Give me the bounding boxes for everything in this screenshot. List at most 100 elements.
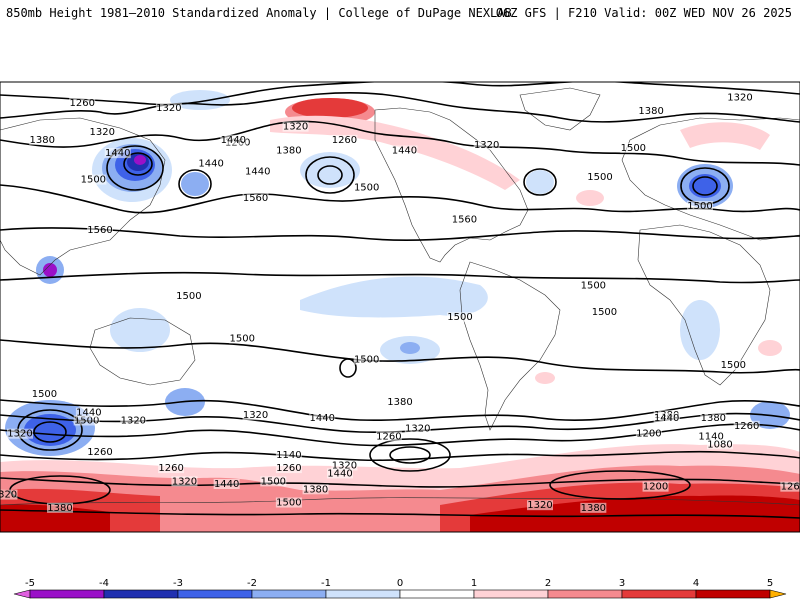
contour-label: 1440 (105, 148, 130, 159)
contour-label: 1380 (29, 135, 54, 146)
contour-small-south-pacific (339, 358, 357, 378)
contour-label-bg (242, 193, 269, 204)
contour-siberia-low (106, 145, 164, 191)
contour-label-bg (260, 476, 287, 487)
contour-label-bg (87, 224, 113, 235)
colorbar-bin (547, 589, 623, 599)
contour-label-bg (638, 105, 665, 116)
contour-label-bg (47, 502, 73, 513)
contour-label: 1440 (245, 167, 270, 178)
colorbar-bin (399, 589, 475, 599)
contour-label-bg (198, 158, 225, 169)
colorbar-tick-label: -1 (321, 578, 331, 589)
colorbar-tick-label: 1 (471, 578, 477, 589)
contour-north-pacific-low (305, 156, 355, 194)
colorbar-tick-label: 2 (545, 578, 551, 589)
contour-label-bg (302, 484, 329, 495)
contour-label: 1440 (309, 413, 334, 424)
contour-1440-south (0, 399, 800, 422)
contour-label-bg (331, 460, 358, 471)
contour-ross-high (549, 470, 691, 500)
contour-europe-low-inner (692, 176, 718, 196)
colorbar-bin (103, 589, 179, 599)
contour-1500-south (0, 339, 800, 374)
contour-label: 1440 (327, 468, 352, 479)
contour-label-bg (642, 481, 669, 492)
contour-label-bg (700, 412, 727, 423)
contour-label-bg (391, 145, 418, 156)
contour-label: 1500 (229, 333, 254, 344)
contour-label: 1500 (176, 291, 201, 302)
contour-1440-north (0, 120, 800, 166)
contour-label: 1320 (243, 410, 268, 421)
anomaly-south-atl-low-core (400, 342, 420, 354)
contour-label-bg (698, 431, 725, 442)
colorbar-tick-label: 4 (693, 578, 699, 589)
contour-label: 1320 (121, 415, 146, 426)
contour-label: 1260 (332, 135, 357, 146)
australia-outline (89, 317, 196, 386)
contour-label-bg (87, 447, 113, 458)
contour-label: 1260 (158, 463, 183, 474)
contour-label-bg (213, 479, 240, 489)
contour-north-pacific-low-inner (317, 165, 343, 185)
contour-pacific-low (178, 169, 212, 199)
contour-label-bg (353, 182, 380, 193)
colorbar-bin (177, 589, 253, 599)
anomaly-north-pacific-high-core (292, 98, 368, 118)
colorbar-tick-label: -3 (173, 578, 183, 589)
contour-label: 1500 (276, 498, 301, 509)
contour-label: 1500 (32, 389, 57, 400)
contour-label-bg (727, 92, 753, 103)
model-run-label: 06Z GFS | F210 Valid: 00Z WED NOV 26 202… (495, 6, 792, 20)
contour-label: 1500 (581, 280, 606, 291)
contour-label: 1560 (452, 214, 477, 225)
contour-1380-north (0, 91, 800, 123)
coastline-layer (0, 87, 800, 506)
contour-label: 1560 (243, 193, 268, 204)
contour-label: 1440 (221, 135, 246, 146)
north-america-outline (374, 107, 529, 263)
contour-south-atl-low-inner (389, 446, 431, 464)
contour-label: 1500 (74, 415, 99, 426)
contour-label: 1260 (69, 98, 94, 109)
anomaly-madagascar-pink (758, 340, 782, 356)
height-contours (0, 82, 800, 519)
contour-1320-south (0, 423, 800, 447)
contour-label: 1320 (89, 127, 114, 138)
contour-label: 1500 (687, 201, 712, 212)
contour-label-bg (580, 502, 607, 513)
contour-label-bg (375, 431, 402, 442)
contour-label-bg (242, 410, 269, 421)
contour-label-bg (80, 174, 107, 185)
contour-label-bg (220, 134, 247, 145)
contour-label-bg (275, 497, 302, 508)
anomaly-tasman-blue (110, 308, 170, 352)
contour-1260-south (0, 450, 800, 462)
contour-hudson-low (523, 168, 557, 196)
contour-label-bg (229, 333, 256, 344)
contour-label-bg (7, 428, 33, 439)
map-frame (0, 81, 800, 533)
south-america-outline (459, 261, 561, 431)
contour-label-bg (29, 134, 56, 145)
contour-1320-polar (0, 509, 800, 519)
contour-label: 1560 (87, 225, 112, 236)
colorbar-legend: -5 -4 -3 -2 -1 0 1 2 3 4 5 (13, 578, 787, 599)
anomaly-south-pacific-blue (300, 276, 488, 318)
contour-label-bg (527, 500, 553, 511)
anomaly-europe-pink (680, 122, 770, 150)
greenland-outline (519, 87, 601, 131)
contour-label-bg (309, 412, 336, 423)
contour-label-bg (31, 389, 58, 399)
contour-label: 1140 (276, 450, 301, 461)
contour-label-bg (275, 145, 302, 156)
contour-south-atl-low (369, 438, 451, 472)
contour-label-bg (73, 415, 100, 426)
contour-label: 1320 (283, 122, 308, 133)
colorbar-low-arrow (13, 589, 31, 599)
contour-label: 1260 (734, 421, 759, 432)
contour-label: 1320 (727, 93, 752, 104)
contour-label-bg (158, 463, 185, 474)
